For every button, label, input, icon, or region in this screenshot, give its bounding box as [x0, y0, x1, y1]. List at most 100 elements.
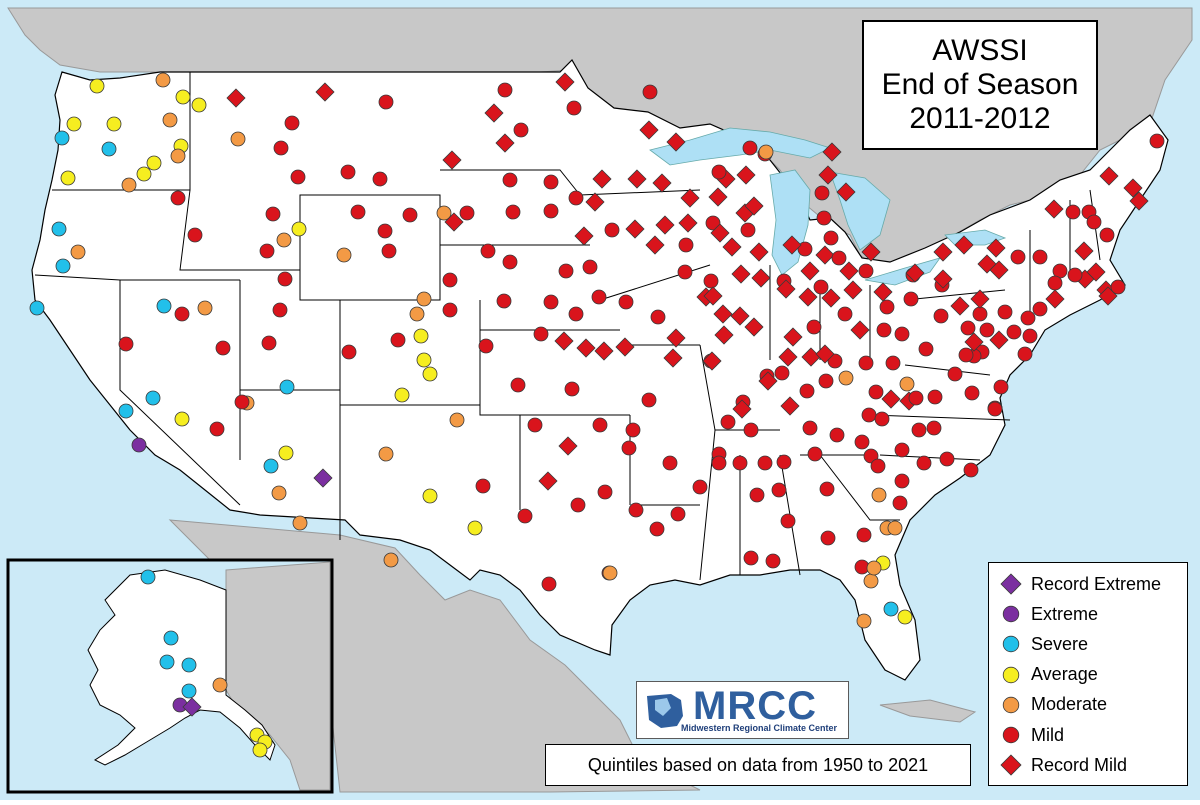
station-marker-record-mild [821, 288, 841, 308]
station-marker-mild [740, 222, 756, 238]
station-marker-mild [892, 495, 908, 511]
station-marker-record-mild [558, 436, 578, 456]
legend-label: Moderate [1031, 694, 1108, 715]
station-marker-mild [543, 203, 559, 219]
station-marker-moderate [899, 376, 915, 392]
legend-label: Record Mild [1031, 754, 1128, 775]
station-marker-record-mild [989, 260, 1009, 280]
station-marker-mild [813, 279, 829, 295]
station-marker-mild [568, 306, 584, 322]
legend-item-mild: Mild [997, 722, 1064, 748]
station-marker-mild [1020, 310, 1036, 326]
station-marker-mild [459, 205, 475, 221]
station-marker-record-mild [592, 169, 612, 189]
station-marker-mild [776, 454, 792, 470]
station-marker-record-mild [1086, 262, 1106, 282]
station-markers [29, 72, 1165, 629]
station-marker-mild [1010, 249, 1026, 265]
station-marker-record-mild [818, 165, 838, 185]
station-marker-mild [350, 204, 366, 220]
station-marker-mild [541, 576, 557, 592]
logo-subtitle: Midwestern Regional Climate Center [681, 723, 838, 733]
station-marker-mild [234, 394, 250, 410]
station-marker-record-mild [680, 188, 700, 208]
station-marker-record-mild [744, 196, 764, 216]
station-marker-mild [1067, 267, 1083, 283]
station-marker-mild [265, 206, 281, 222]
station-marker-average [394, 387, 410, 403]
station-marker-severe [163, 630, 179, 646]
station-marker-moderate [230, 131, 246, 147]
station-marker-mild [618, 294, 634, 310]
legend-item-average: Average [997, 662, 1098, 688]
station-marker-moderate [866, 560, 882, 576]
station-marker-mild [478, 338, 494, 354]
station-marker-record-mild [1045, 289, 1065, 309]
station-marker-mild [591, 289, 607, 305]
station-marker-mild [670, 506, 686, 522]
station-marker-moderate [378, 446, 394, 462]
station-marker-mild [743, 550, 759, 566]
station-marker-record-mild [703, 286, 723, 306]
alaska-station-markers [140, 569, 273, 758]
station-marker-record-mild [666, 132, 686, 152]
station-marker-record-mild [815, 344, 835, 364]
station-marker-moderate [863, 573, 879, 589]
station-marker-average [136, 166, 152, 182]
station-marker-record-mild [555, 72, 575, 92]
station-marker-severe [51, 221, 67, 237]
station-marker-record-mild [652, 173, 672, 193]
station-marker-moderate [197, 300, 213, 316]
station-marker-mild [816, 210, 832, 226]
legend-item-severe: Severe [997, 631, 1088, 657]
station-marker-record-mild [710, 223, 730, 243]
station-marker-record-mild [970, 289, 990, 309]
station-marker-moderate [383, 552, 399, 568]
station-marker-mild [170, 190, 186, 206]
station-marker-severe [101, 141, 117, 157]
alaska-landmass [87, 569, 276, 766]
station-marker-mild [894, 473, 910, 489]
station-marker-mild [806, 319, 822, 335]
station-marker-record-mild [226, 88, 246, 108]
station-marker-record-mild [594, 341, 614, 361]
station-marker-record-mild [782, 235, 802, 255]
station-marker-mild [831, 250, 847, 266]
station-marker-mild [662, 455, 678, 471]
station-marker-mild [187, 227, 203, 243]
station-marker-mild [402, 207, 418, 223]
station-marker-mild [947, 366, 963, 382]
station-marker-record-mild [736, 165, 756, 185]
station-marker-mild [879, 299, 895, 315]
station-marker-mild [1032, 249, 1048, 265]
station-marker-record-mild [800, 261, 820, 281]
station-marker-mild [820, 530, 836, 546]
station-marker-record-mild [905, 263, 925, 283]
station-marker-mild [705, 215, 721, 231]
station-marker-record-mild [442, 150, 462, 170]
station-marker-mild [533, 326, 549, 342]
station-marker-record-mild [444, 212, 464, 232]
station-marker-record-mild [815, 245, 835, 265]
station-marker-extreme [1002, 605, 1020, 623]
station-marker-record-mild [576, 338, 596, 358]
station-marker-mild [564, 381, 580, 397]
circle-marker-icon [1002, 666, 1020, 683]
station-marker-mild [771, 482, 787, 498]
station-marker-average [422, 366, 438, 382]
station-marker-mild [259, 243, 275, 259]
station-marker-mild [510, 377, 526, 393]
station-marker-mild [502, 254, 518, 270]
station-marker-record-mild [585, 192, 605, 212]
legend-label: Record Extreme [1031, 573, 1162, 594]
station-marker-mild [780, 513, 796, 529]
station-marker-mild [960, 320, 976, 336]
legend-label: Extreme [1031, 603, 1099, 624]
station-marker-record-mild [881, 389, 901, 409]
station-marker-mild [1006, 324, 1022, 340]
station-marker-mild [742, 140, 758, 156]
station-marker-record-mild [1129, 191, 1149, 211]
station-marker-record-mild [1098, 286, 1118, 306]
station-marker-record-mild [315, 82, 335, 102]
